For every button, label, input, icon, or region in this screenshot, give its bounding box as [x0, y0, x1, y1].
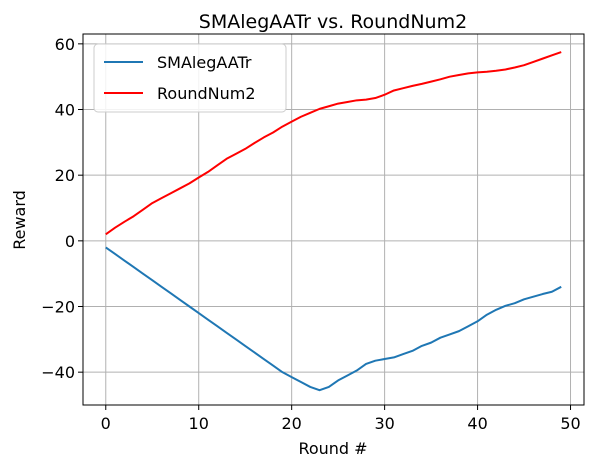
x-tick-label: 20	[281, 414, 301, 433]
x-tick-label: 0	[101, 414, 111, 433]
axis-ticks: 0 10 20 30 40 50 −40 −20 0 20 40 60	[41, 35, 580, 433]
y-tick-label: 0	[65, 232, 75, 251]
x-tick-label: 10	[189, 414, 209, 433]
series-lines	[105, 51, 562, 392]
y-tick-label: −40	[41, 363, 75, 382]
y-tick-label: 20	[55, 166, 75, 185]
series-line-roundnum2	[105, 51, 562, 236]
x-tick-label: 40	[467, 414, 487, 433]
x-tick-label: 50	[560, 414, 580, 433]
legend-label-smalegaatr: SMAlegAATr	[157, 53, 252, 72]
y-tick-label: 40	[55, 101, 75, 120]
y-tick-label: −20	[41, 298, 75, 317]
legend: SMAlegAATr RoundNum2	[93, 43, 287, 113]
plot-frame	[82, 33, 585, 406]
y-axis-label: Reward	[10, 190, 29, 250]
x-axis-label: Round #	[298, 439, 367, 458]
chart-title: SMAlegAATr vs. RoundNum2	[199, 11, 467, 33]
y-tick-label: 60	[55, 35, 75, 54]
x-tick-label: 30	[374, 414, 394, 433]
series-line-smalegaatr	[105, 246, 562, 392]
legend-label-roundnum2: RoundNum2	[157, 84, 256, 103]
